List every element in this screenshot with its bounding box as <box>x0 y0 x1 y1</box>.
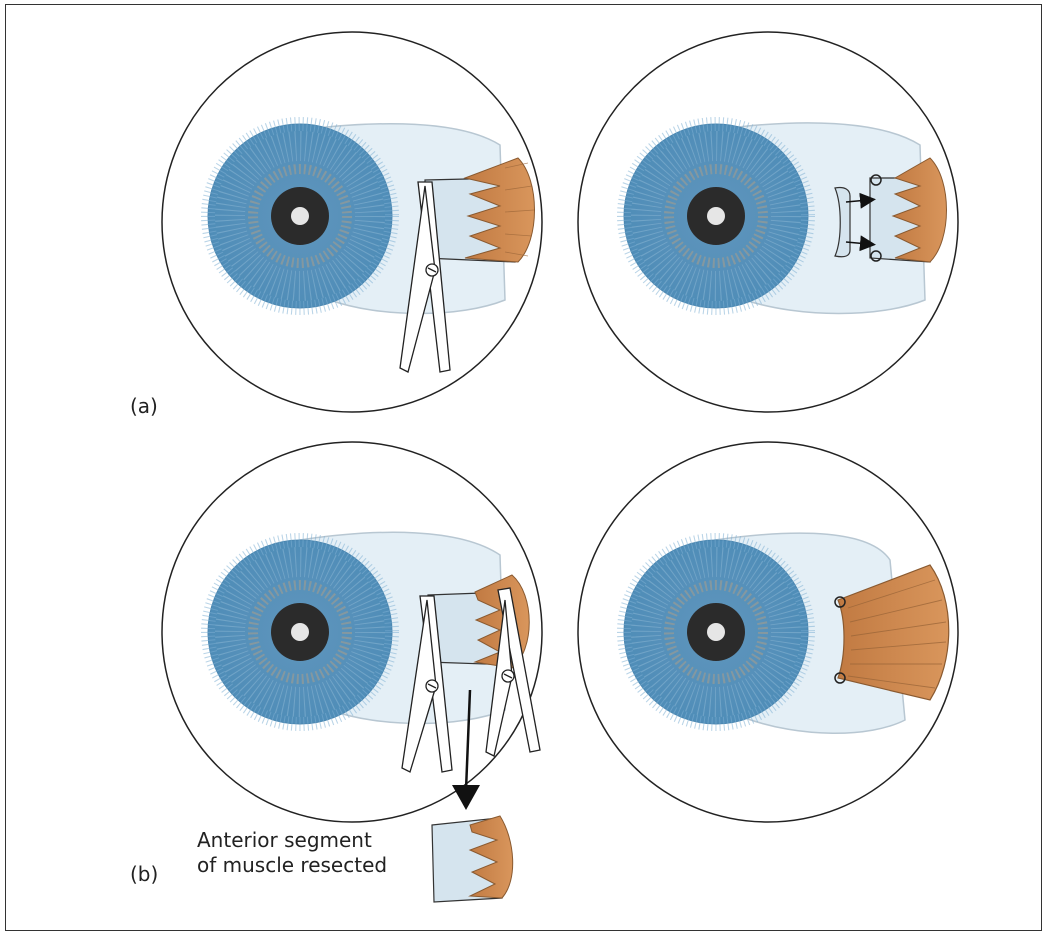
figure-frame <box>5 4 1042 931</box>
caption-line-2: of muscle resected <box>197 853 388 877</box>
suture-icon <box>834 596 846 608</box>
suture-icon <box>870 174 882 186</box>
muscle-belly <box>891 157 947 263</box>
caption-line-1: Anterior segment <box>197 828 372 852</box>
panel-label-a: (a) <box>130 394 158 418</box>
iris-icon <box>208 124 392 308</box>
panel-label-b: (b) <box>130 862 159 886</box>
scissors-icon <box>401 595 453 773</box>
insertion-stump <box>834 186 851 258</box>
suture-icon <box>870 250 882 262</box>
removal-arrow-icon <box>464 689 472 791</box>
iris-icon <box>208 540 392 724</box>
panel-a-right <box>577 31 959 413</box>
muscle-belly <box>463 157 535 263</box>
panel-b-left <box>161 441 543 823</box>
scissors-icon <box>399 181 451 373</box>
resected-segment <box>431 815 514 903</box>
advance-arrow-icon <box>845 235 876 252</box>
panel-a-left <box>161 31 543 413</box>
reattached-muscle <box>837 564 950 701</box>
advance-arrow-icon <box>845 192 876 209</box>
panel-b-right <box>577 441 959 823</box>
iris-icon <box>624 540 808 724</box>
arrowhead-icon <box>452 785 480 810</box>
resected-segment-caption: Anterior segment of muscle resected <box>197 828 387 878</box>
iris-icon <box>624 124 808 308</box>
suture-icon <box>834 672 846 684</box>
clamp-icon <box>485 587 541 757</box>
